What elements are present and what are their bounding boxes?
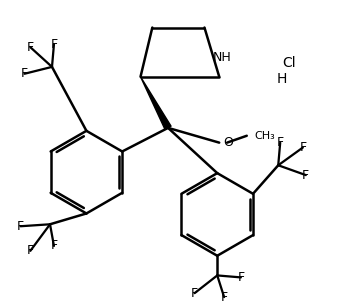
Text: O: O [223, 136, 233, 149]
Polygon shape [140, 77, 171, 130]
Text: F: F [299, 141, 307, 154]
Text: F: F [237, 271, 245, 284]
Text: F: F [50, 38, 57, 51]
Text: F: F [302, 169, 309, 181]
Text: CH₃: CH₃ [255, 131, 276, 141]
Text: F: F [50, 240, 57, 252]
Text: F: F [27, 41, 34, 54]
Text: H: H [276, 72, 287, 86]
Text: F: F [221, 291, 228, 304]
Text: NH: NH [212, 50, 231, 64]
Text: F: F [17, 220, 24, 233]
Text: F: F [27, 244, 34, 257]
Text: Cl: Cl [282, 56, 296, 70]
Text: F: F [21, 67, 28, 80]
Text: F: F [191, 287, 198, 300]
Text: F: F [277, 136, 284, 149]
